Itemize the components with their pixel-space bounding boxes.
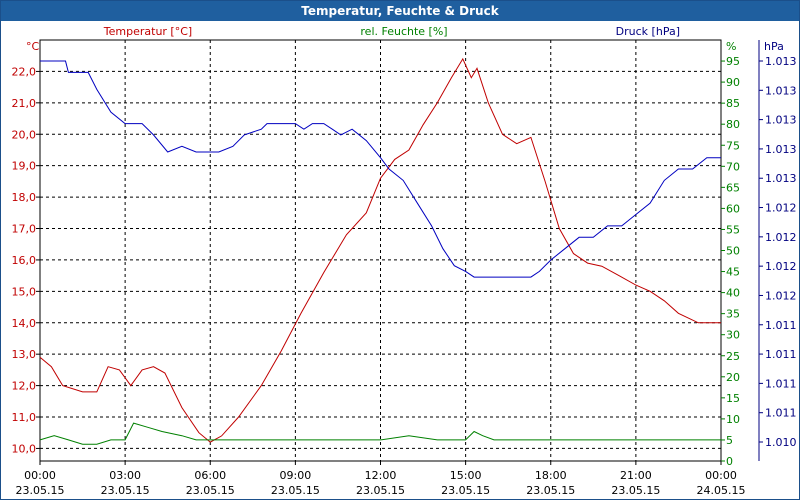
x-tick-time: 15:00 <box>450 469 482 482</box>
temp-tick-label: 15,0 <box>12 285 37 298</box>
humidity-tick-label: 70 <box>726 160 740 173</box>
x-tick-date: 23.05.15 <box>356 484 405 497</box>
humidity-axis-title: rel. Feuchte [%] <box>360 25 447 38</box>
x-tick-time: 21:00 <box>620 469 652 482</box>
pressure-tick-label: 1.013 <box>765 172 797 185</box>
x-tick-time: 00:00 <box>705 469 737 482</box>
x-tick-time: 06:00 <box>194 469 226 482</box>
pressure-tick-label: 1.013 <box>765 84 797 97</box>
temp-axis-title: Temperatur [°C] <box>103 25 192 38</box>
x-tick-time: 12:00 <box>365 469 397 482</box>
temp-tick-label: 19,0 <box>12 160 37 173</box>
temp-tick-label: 20,0 <box>12 128 37 141</box>
humidity-tick-label: 10 <box>726 413 740 426</box>
grid <box>40 40 721 461</box>
series-line-pressure <box>40 60 721 278</box>
temp-tick-label: 18,0 <box>12 191 37 204</box>
humidity-tick-label: 20 <box>726 371 740 384</box>
humidity-tick-label: 5 <box>726 434 733 447</box>
x-tick-date: 23.05.15 <box>101 484 150 497</box>
pressure-tick-label: 1.013 <box>765 114 797 127</box>
temp-tick-label: 10,0 <box>12 442 37 455</box>
pressure-unit-label: hPa <box>764 40 784 53</box>
temp-tick-label: 16,0 <box>12 254 37 267</box>
humidity-tick-label: 60 <box>726 202 740 215</box>
x-tick-date: 23.05.15 <box>186 484 235 497</box>
pressure-tick-label: 1.013 <box>765 55 797 68</box>
x-tick-date: 23.05.15 <box>271 484 320 497</box>
pressure-tick-label: 1.013 <box>765 143 797 156</box>
pressure-tick-label: 1.011 <box>765 377 797 390</box>
pressure-tick-label: 1.011 <box>765 319 797 332</box>
x-tick-date: 23.05.15 <box>611 484 660 497</box>
series <box>39 57 721 445</box>
x-tick-time: 00:00 <box>24 469 56 482</box>
temp-tick-label: 13,0 <box>12 348 37 361</box>
temp-tick-label: 21,0 <box>12 97 37 110</box>
humidity-unit-label: % <box>726 40 736 53</box>
series-line-temperature <box>39 57 721 443</box>
temp-tick-label: 11,0 <box>12 411 37 424</box>
series-line-humidity <box>39 422 721 445</box>
x-tick-time: 03:00 <box>109 469 141 482</box>
temp-tick-label: 22,0 <box>12 65 37 78</box>
humidity-tick-label: 55 <box>726 223 740 236</box>
humidity-tick-label: 95 <box>726 55 740 68</box>
humidity-tick-label: 90 <box>726 76 740 89</box>
temp-tick-label: 17,0 <box>12 223 37 236</box>
humidity-tick-label: 75 <box>726 139 740 152</box>
x-tick-date: 24.05.15 <box>697 484 746 497</box>
pressure-tick-label: 1.012 <box>765 231 797 244</box>
x-tick-time: 09:00 <box>280 469 312 482</box>
humidity-tick-label: 15 <box>726 392 740 405</box>
ticks: 10,0 11,0 12,0 13,0 14,0 15,0 16,0 17,0 18,0 19,0… <box>12 40 797 497</box>
x-tick-time: 18:00 <box>535 469 567 482</box>
temp-unit-label: °C <box>26 40 40 53</box>
humidity-tick-label: 65 <box>726 181 740 194</box>
temp-tick-label: 12,0 <box>12 380 37 393</box>
pressure-axis-title: Druck [hPa] <box>616 25 680 38</box>
humidity-tick-label: 25 <box>726 350 740 363</box>
humidity-tick-label: 0 <box>726 455 733 468</box>
pressure-tick-label: 1.010 <box>765 436 797 449</box>
x-tick-date: 23.05.15 <box>526 484 575 497</box>
humidity-tick-label: 35 <box>726 308 740 321</box>
pressure-tick-label: 1.012 <box>765 289 797 302</box>
humidity-tick-label: 80 <box>726 118 740 131</box>
temp-tick-label: 14,0 <box>12 317 37 330</box>
pressure-tick-label: 1.012 <box>765 260 797 273</box>
pressure-tick-label: 1.011 <box>765 348 797 361</box>
humidity-tick-label: 30 <box>726 329 740 342</box>
humidity-tick-label: 85 <box>726 97 740 110</box>
humidity-tick-label: 45 <box>726 266 740 279</box>
pressure-tick-label: 1.012 <box>765 202 797 215</box>
pressure-tick-label: 1.011 <box>765 407 797 420</box>
humidity-tick-label: 50 <box>726 245 740 258</box>
humidity-tick-label: 40 <box>726 287 740 300</box>
x-tick-date: 23.05.15 <box>16 484 65 497</box>
x-tick-date: 23.05.15 <box>441 484 490 497</box>
window-title: Temperatur, Feuchte & Druck <box>1 1 799 21</box>
